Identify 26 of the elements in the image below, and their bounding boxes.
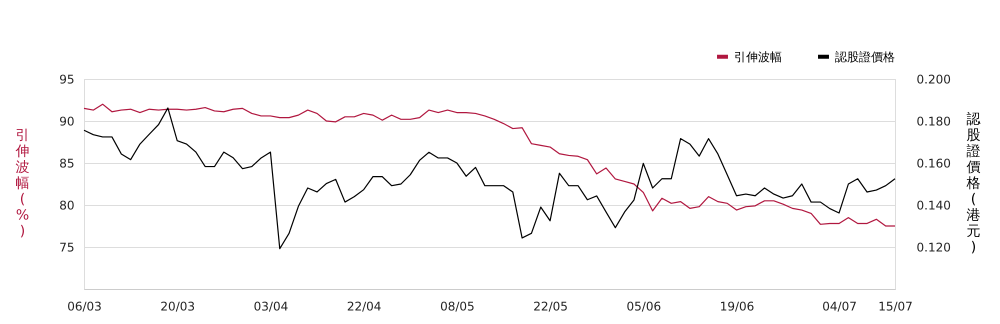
x-tick-label: 04/07 bbox=[822, 300, 857, 314]
y2-tick-label: 0.160 bbox=[916, 156, 951, 170]
y-tick-label: 80 bbox=[59, 198, 74, 212]
x-tick-label: 20/03 bbox=[160, 300, 196, 314]
x-tick-label: 03/04 bbox=[254, 300, 288, 314]
legend-label: 引伸波幅 bbox=[734, 50, 782, 64]
y-tick-label: 75 bbox=[59, 240, 74, 254]
x-tick-label: 15/07 bbox=[878, 300, 913, 314]
x-tick-label: 19/06 bbox=[720, 300, 754, 314]
text: 認股證價格(港元) bbox=[966, 112, 980, 256]
y2-tick-label: 0.200 bbox=[916, 72, 951, 86]
y2-tick-label: 0.140 bbox=[916, 198, 951, 212]
y-tick-label: 90 bbox=[59, 114, 74, 128]
y2-tick-label: 0.180 bbox=[916, 114, 951, 128]
x-tick-label: 22/05 bbox=[533, 300, 568, 314]
x-tick-label: 22/04 bbox=[346, 300, 382, 314]
legend-label: 認股證價格 bbox=[835, 50, 895, 64]
y-axis-title: 引伸波幅(%) bbox=[14, 128, 30, 240]
line-series bbox=[83, 104, 896, 227]
y-tick-label: 85 bbox=[59, 156, 74, 170]
line-series bbox=[83, 107, 896, 250]
y2-tick-label: 0.120 bbox=[916, 240, 951, 254]
x-tick-label: 06/03 bbox=[67, 300, 102, 314]
x-tick-label: 08/05 bbox=[440, 300, 475, 314]
x-tick-label: 05/06 bbox=[626, 300, 662, 314]
y-tick-label: 95 bbox=[59, 72, 74, 86]
